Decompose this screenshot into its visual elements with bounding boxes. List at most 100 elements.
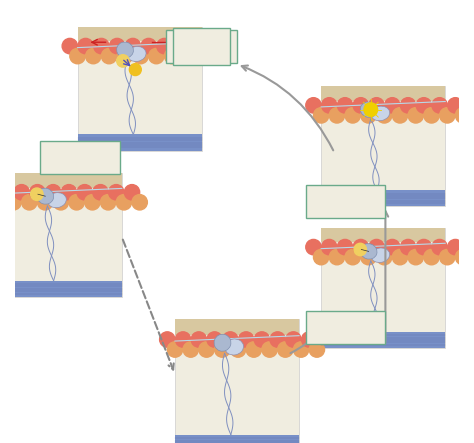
Circle shape xyxy=(125,39,141,54)
Circle shape xyxy=(0,194,6,210)
Circle shape xyxy=(424,249,439,265)
Circle shape xyxy=(86,48,101,64)
Circle shape xyxy=(270,332,285,347)
Circle shape xyxy=(180,48,196,64)
Circle shape xyxy=(246,342,262,357)
Circle shape xyxy=(456,108,471,123)
Ellipse shape xyxy=(371,248,390,262)
FancyBboxPatch shape xyxy=(321,86,445,101)
FancyBboxPatch shape xyxy=(78,27,201,42)
FancyBboxPatch shape xyxy=(40,141,119,174)
FancyBboxPatch shape xyxy=(78,27,201,151)
FancyBboxPatch shape xyxy=(175,435,299,443)
Circle shape xyxy=(354,243,366,256)
Circle shape xyxy=(223,332,238,347)
Circle shape xyxy=(313,249,329,265)
Circle shape xyxy=(117,55,129,67)
Circle shape xyxy=(0,185,14,200)
Circle shape xyxy=(77,185,92,200)
Ellipse shape xyxy=(47,193,66,208)
Ellipse shape xyxy=(127,47,146,62)
Circle shape xyxy=(141,39,156,54)
FancyBboxPatch shape xyxy=(321,228,445,348)
Circle shape xyxy=(207,332,222,347)
Circle shape xyxy=(376,249,392,265)
FancyBboxPatch shape xyxy=(175,319,299,443)
Circle shape xyxy=(392,249,408,265)
Circle shape xyxy=(432,97,447,113)
Ellipse shape xyxy=(214,334,231,351)
Circle shape xyxy=(306,97,321,113)
Circle shape xyxy=(230,342,246,357)
Circle shape xyxy=(109,39,125,54)
Circle shape xyxy=(301,332,317,347)
FancyBboxPatch shape xyxy=(78,135,201,151)
Circle shape xyxy=(149,48,164,64)
Circle shape xyxy=(293,342,309,357)
Circle shape xyxy=(188,39,204,54)
Circle shape xyxy=(392,108,408,123)
FancyBboxPatch shape xyxy=(321,190,445,206)
Circle shape xyxy=(191,332,207,347)
Circle shape xyxy=(337,239,353,255)
Circle shape xyxy=(439,249,455,265)
Circle shape xyxy=(416,239,431,255)
Circle shape xyxy=(109,185,124,200)
Circle shape xyxy=(14,185,29,200)
Circle shape xyxy=(456,249,471,265)
Circle shape xyxy=(85,194,100,210)
Circle shape xyxy=(384,239,400,255)
FancyBboxPatch shape xyxy=(306,311,385,345)
Circle shape xyxy=(329,108,345,123)
Circle shape xyxy=(345,249,360,265)
Circle shape xyxy=(309,342,325,357)
Circle shape xyxy=(364,103,378,117)
Circle shape xyxy=(306,239,321,255)
Circle shape xyxy=(361,249,376,265)
Circle shape xyxy=(100,194,116,210)
Circle shape xyxy=(30,185,45,200)
Circle shape xyxy=(22,194,37,210)
FancyBboxPatch shape xyxy=(306,185,385,218)
Circle shape xyxy=(94,39,109,54)
Circle shape xyxy=(116,194,132,210)
Circle shape xyxy=(424,108,439,123)
Ellipse shape xyxy=(117,42,133,58)
Circle shape xyxy=(78,39,93,54)
Circle shape xyxy=(129,64,141,76)
Circle shape xyxy=(37,194,53,210)
Circle shape xyxy=(401,239,416,255)
FancyBboxPatch shape xyxy=(0,173,122,188)
Circle shape xyxy=(157,39,172,54)
Circle shape xyxy=(286,332,301,347)
Circle shape xyxy=(321,97,337,113)
FancyBboxPatch shape xyxy=(0,281,122,297)
FancyBboxPatch shape xyxy=(166,30,237,63)
Circle shape xyxy=(376,108,392,123)
Circle shape xyxy=(361,108,376,123)
Circle shape xyxy=(183,342,199,357)
Ellipse shape xyxy=(225,339,244,355)
Circle shape xyxy=(278,342,293,357)
Circle shape xyxy=(6,194,21,210)
Circle shape xyxy=(31,188,43,200)
Circle shape xyxy=(439,108,455,123)
Circle shape xyxy=(196,48,211,64)
FancyBboxPatch shape xyxy=(321,86,445,206)
Circle shape xyxy=(46,185,61,200)
FancyBboxPatch shape xyxy=(173,28,230,65)
FancyBboxPatch shape xyxy=(175,319,299,335)
Circle shape xyxy=(199,342,214,357)
Circle shape xyxy=(262,342,277,357)
Circle shape xyxy=(254,332,270,347)
Circle shape xyxy=(353,97,368,113)
Circle shape xyxy=(384,97,400,113)
Circle shape xyxy=(321,239,337,255)
Circle shape xyxy=(117,48,133,64)
Circle shape xyxy=(447,97,463,113)
Circle shape xyxy=(345,108,360,123)
Circle shape xyxy=(204,39,219,54)
Circle shape xyxy=(447,239,463,255)
Circle shape xyxy=(353,239,368,255)
Circle shape xyxy=(61,185,77,200)
